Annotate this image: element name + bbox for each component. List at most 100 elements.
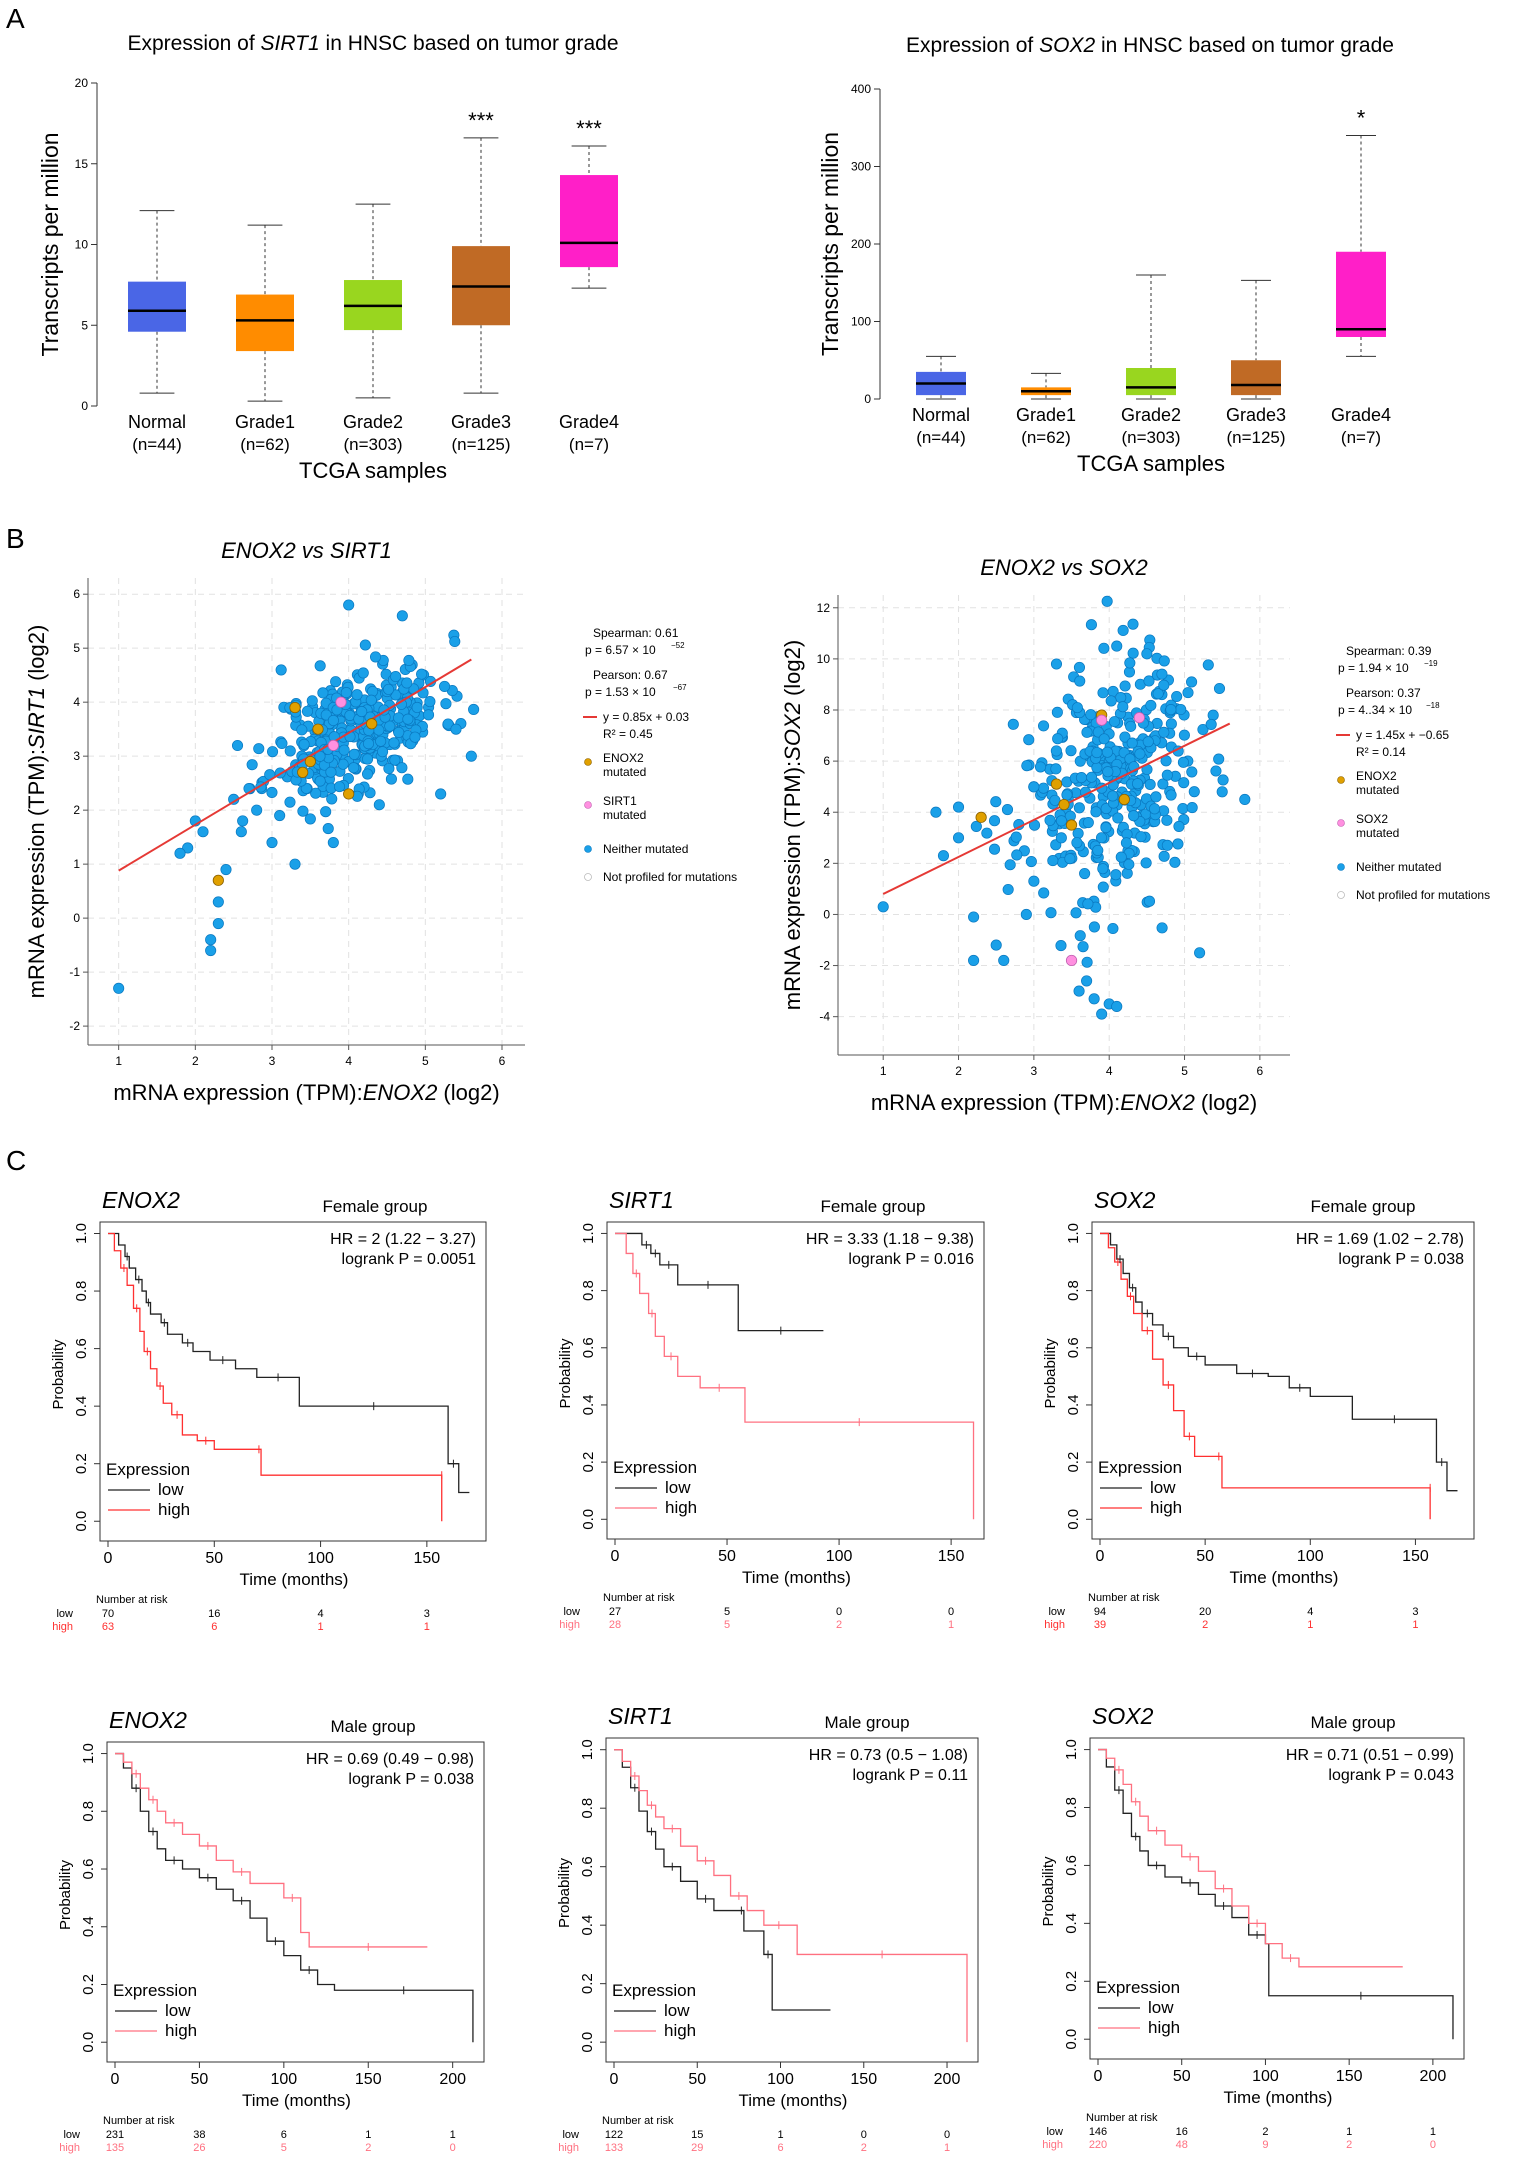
risk-high-label: high: [559, 1619, 580, 1631]
data-point: [284, 796, 296, 808]
data-point: [1161, 839, 1173, 851]
risk-high-label: high: [1042, 2139, 1063, 2151]
logrank-p: logrank P = 0.038: [1338, 1251, 1464, 1268]
data-point: [1073, 661, 1086, 673]
data-point: [403, 654, 415, 667]
data-point: [440, 698, 452, 710]
data-point: [1101, 746, 1113, 758]
data-point: [1125, 720, 1137, 732]
risk-high-count: 0: [450, 2142, 456, 2154]
data-point: [1050, 658, 1063, 670]
y-tick-label: 0.2: [580, 1452, 597, 1473]
data-point: [388, 737, 400, 749]
data-point: [1096, 1008, 1108, 1020]
x-axis-label: Time (months): [1224, 2088, 1333, 2107]
data-point: [1064, 853, 1076, 865]
legend-title: Expression: [106, 1460, 190, 1479]
x-tick-label: 6: [1257, 1064, 1264, 1078]
fit-equation: y = 1.45x + −0.65: [1356, 728, 1449, 742]
risk-high-count: 1: [944, 2142, 950, 2154]
category-label: Grade3: [451, 412, 511, 432]
data-point: [1111, 640, 1123, 652]
data-point: [1090, 806, 1102, 818]
km-curve-high: [115, 1752, 428, 1948]
data-point: [990, 796, 1002, 808]
gene-mutated-point: [1096, 714, 1108, 726]
legend-neither-label: Neither mutated: [1356, 860, 1441, 874]
risk-high-count: 1: [424, 1621, 430, 1633]
y-axis-label: Probability: [557, 1338, 574, 1409]
group-label: Female group: [323, 1197, 428, 1216]
data-point: [468, 703, 480, 716]
enox2-mutated-point: [1050, 778, 1063, 790]
risk-low-label: low: [563, 1606, 580, 1618]
category-count: (n=7): [569, 435, 609, 454]
enox2-mutated-point: [975, 811, 987, 823]
data-point: [1052, 733, 1064, 745]
legend-enox2-sub: mutated: [603, 765, 646, 779]
y-axis-label: Transcripts per million: [817, 132, 843, 356]
risk-high-count: 6: [777, 2142, 783, 2154]
data-point: [306, 695, 318, 707]
x-tick-label: 0: [610, 2071, 619, 2088]
km-chart-C3: SOX2 Female group HR = 1.69 (1.02 − 2.78) l…: [1042, 1187, 1475, 1631]
data-point: [362, 738, 375, 750]
data-point: [253, 743, 265, 755]
y-tick-label: 0.0: [1065, 1509, 1082, 1530]
text-part-2: in HNSC based on tumor grade: [320, 32, 619, 55]
legend-not-profiled-swatch: [1337, 891, 1345, 899]
data-point: [435, 788, 447, 800]
data-point: [1097, 687, 1109, 699]
plot-frame: [99, 1221, 487, 1542]
data-point: [1001, 804, 1014, 816]
x-axis-label: Time (months): [742, 1568, 851, 1587]
category-label: Normal: [912, 405, 970, 425]
data-point: [1107, 922, 1119, 935]
data-point: [1092, 844, 1104, 856]
category-label: Grade2: [343, 412, 403, 432]
y-tick-label: 0: [864, 392, 871, 406]
plot-frame: [605, 1737, 979, 2063]
data-point: [1115, 692, 1127, 704]
y-tick-label: 0.8: [580, 1280, 597, 1301]
data-point: [1028, 875, 1040, 887]
risk-high-count: 29: [691, 2142, 703, 2154]
risk-table-label: Number at risk: [96, 1594, 168, 1606]
data-point: [1115, 851, 1127, 863]
data-point: [1177, 803, 1189, 815]
data-point: [220, 863, 232, 876]
x-axis-label: TCGA samples: [1077, 451, 1225, 476]
data-point: [1182, 687, 1194, 699]
data-point: [1202, 659, 1214, 671]
enox2-mutated-point: [212, 874, 224, 886]
legend-low-label: low: [664, 2001, 690, 2020]
data-point: [1216, 786, 1228, 798]
x-tick-label: 3: [1031, 1064, 1038, 1078]
km-chart-C1: ENOX2 Female group HR = 2 (1.22 − 3.27) log…: [50, 1187, 487, 1633]
data-point: [952, 832, 965, 844]
legend-gene-sub: mutated: [1356, 826, 1399, 840]
y-tick-label: 5: [73, 641, 80, 655]
data-point: [1177, 756, 1189, 768]
data-point: [377, 746, 389, 758]
data-point: [390, 670, 402, 683]
risk-high-label: high: [59, 2142, 80, 2154]
data-point: [1152, 688, 1164, 700]
data-point: [1205, 718, 1217, 730]
risk-low-count: 0: [948, 1606, 954, 1618]
y-tick-label: 10: [75, 238, 89, 252]
enox2-mutated-point: [1065, 819, 1078, 831]
risk-low-count: 20: [1199, 1606, 1211, 1618]
x-tick-label: 3: [269, 1054, 276, 1068]
y-tick-label: 1: [73, 857, 80, 871]
group-label: Female group: [1311, 1197, 1416, 1216]
y-tick-label: 4: [73, 695, 80, 709]
y-tick-label: 6: [823, 754, 830, 768]
data-point: [274, 809, 286, 822]
x-tick-label: 100: [307, 1550, 334, 1567]
legend-gene-sub: mutated: [603, 808, 646, 822]
category-label: Grade2: [1121, 405, 1181, 425]
data-point: [320, 806, 332, 818]
data-point: [1081, 956, 1093, 968]
